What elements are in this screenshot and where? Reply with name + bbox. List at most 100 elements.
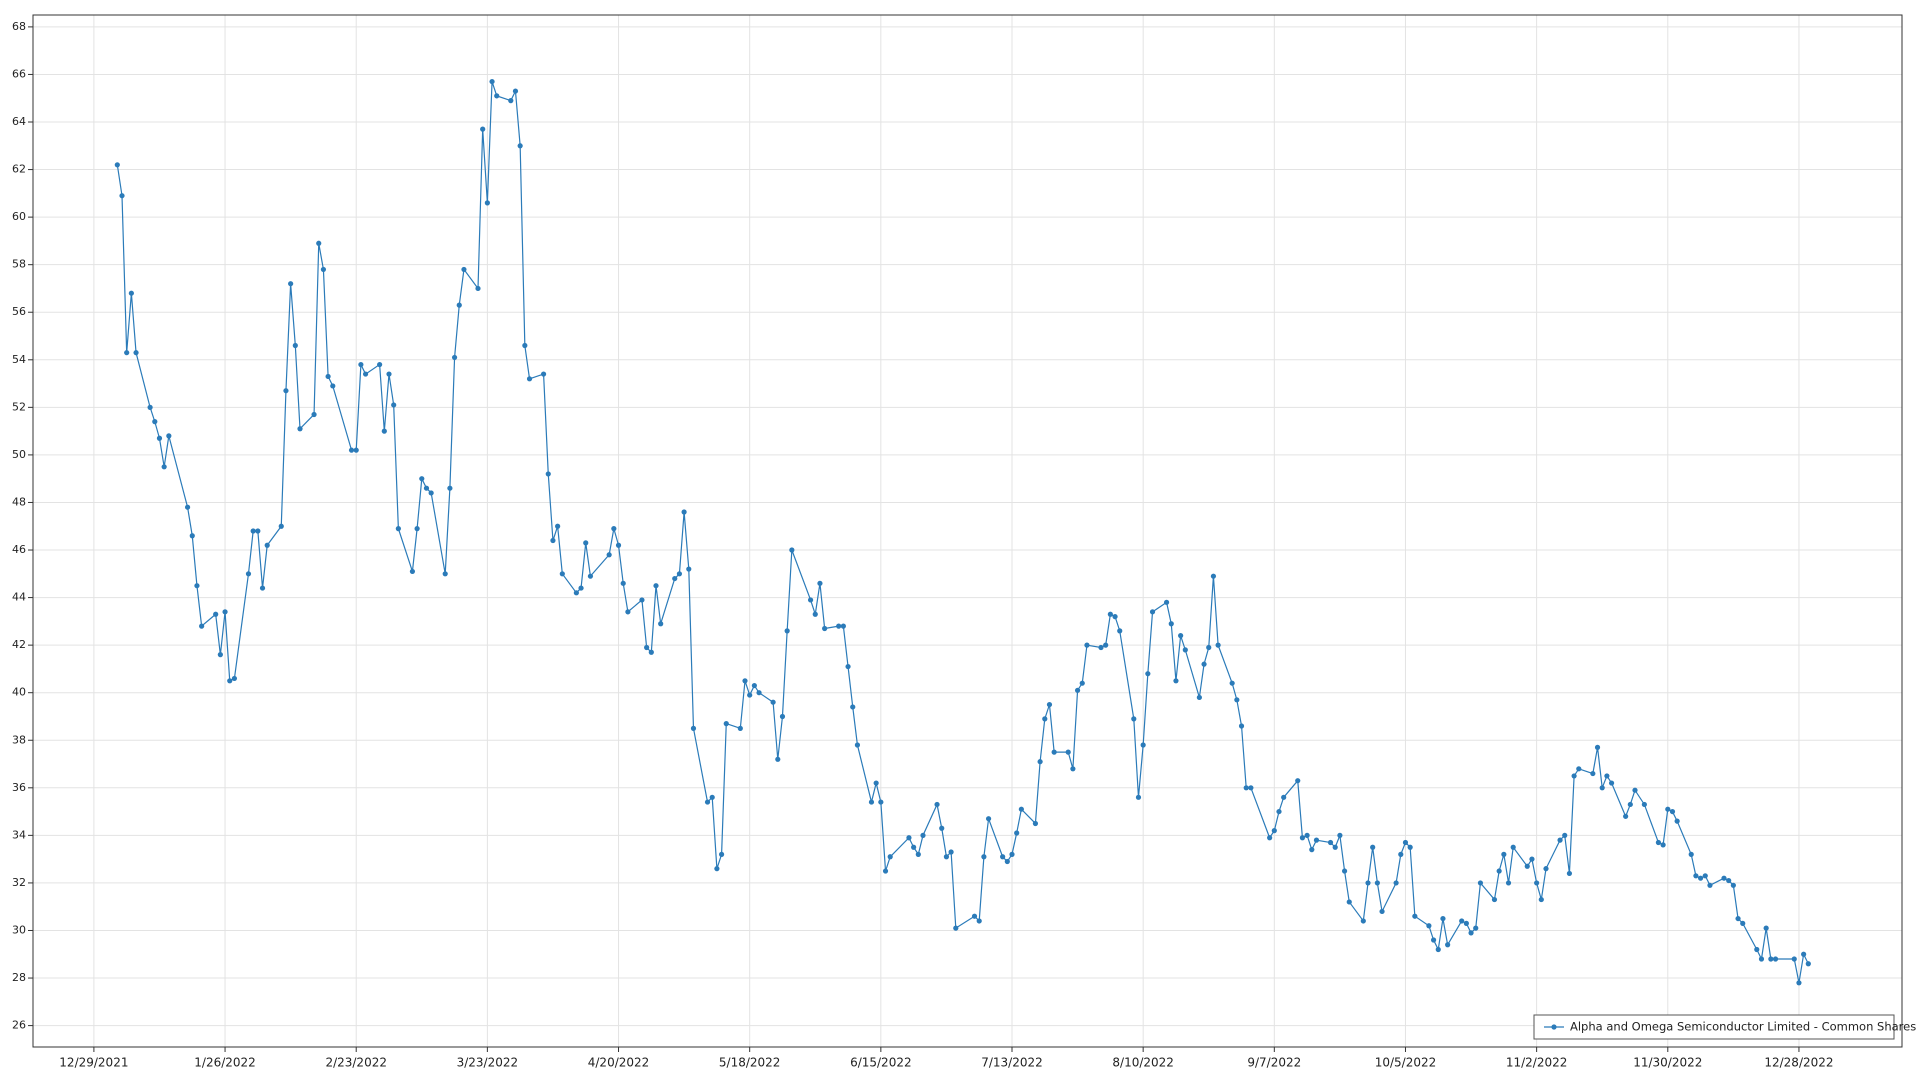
data-point: [311, 411, 317, 418]
data-point: [751, 682, 757, 689]
data-point: [1576, 766, 1582, 772]
data-point: [1370, 844, 1376, 850]
x-tick-label: 11/30/2022: [1633, 1056, 1702, 1070]
data-point: [1149, 609, 1156, 615]
x-tick-label: 7/13/2022: [981, 1056, 1043, 1070]
y-tick-label: 50: [12, 448, 26, 461]
data-point: [1623, 813, 1629, 819]
data-point: [1018, 806, 1024, 812]
y-tick-label: 48: [12, 495, 26, 508]
data-point: [1332, 844, 1338, 850]
data-point: [878, 799, 884, 805]
data-point: [1009, 851, 1015, 857]
data-point: [934, 801, 940, 808]
x-tick-label: 2/23/2022: [325, 1056, 387, 1070]
data-point: [1051, 749, 1057, 755]
data-point: [672, 575, 678, 582]
data-point: [1604, 773, 1610, 779]
data-point: [1768, 956, 1774, 962]
data-point: [845, 663, 851, 670]
data-point: [1070, 766, 1076, 772]
y-tick-label: 60: [12, 210, 26, 223]
data-point: [714, 866, 720, 872]
data-point: [1276, 808, 1282, 815]
data-point: [1243, 785, 1249, 791]
data-point: [1103, 642, 1109, 648]
data-point: [709, 794, 715, 800]
data-point: [1337, 832, 1343, 838]
data-point: [690, 725, 697, 731]
data-point: [283, 388, 289, 394]
data-point: [512, 88, 519, 94]
y-tick-label: 68: [12, 20, 26, 33]
data-point: [1037, 759, 1043, 765]
data-point: [377, 361, 383, 368]
data-point: [1571, 773, 1577, 779]
data-point: [320, 266, 327, 273]
data-point: [1112, 614, 1118, 620]
data-point: [1594, 744, 1601, 750]
data-point: [1140, 742, 1146, 748]
data-point: [911, 844, 917, 850]
data-point: [1735, 915, 1741, 922]
data-point: [119, 193, 125, 199]
data-point: [1791, 956, 1797, 962]
plot-frame: [32, 14, 1903, 1048]
data-point: [1473, 925, 1479, 931]
data-point: [1084, 642, 1090, 648]
data-point: [971, 913, 978, 919]
data-point: [1412, 913, 1418, 919]
data-point: [1304, 832, 1310, 838]
data-point: [583, 540, 589, 546]
data-point: [508, 98, 514, 104]
data-point: [1074, 687, 1081, 693]
data-point: [1801, 951, 1807, 957]
data-point: [156, 435, 163, 441]
data-point: [297, 426, 303, 432]
data-point: [943, 854, 950, 860]
data-point: [1641, 801, 1647, 808]
data-point: [981, 854, 987, 860]
data-point: [1608, 780, 1615, 786]
data-point: [1299, 835, 1306, 841]
data-point: [288, 281, 294, 287]
data-point: [948, 849, 954, 855]
data-point: [1163, 599, 1170, 605]
data-point: [1407, 844, 1413, 850]
data-point: [522, 342, 528, 349]
data-point: [1046, 701, 1053, 708]
data-point: [1271, 828, 1277, 834]
y-tick-label: 54: [12, 353, 26, 366]
x-tick-label: 11/2/2022: [1506, 1056, 1568, 1070]
data-point: [1379, 908, 1385, 915]
data-point: [822, 625, 828, 632]
data-point: [395, 526, 401, 532]
data-point: [330, 383, 336, 389]
data-point: [639, 597, 645, 603]
data-point: [1281, 794, 1287, 800]
data-point: [213, 611, 219, 617]
data-point: [1313, 837, 1320, 843]
data-point: [255, 528, 261, 534]
data-point: [686, 566, 692, 572]
data-point: [1435, 946, 1441, 953]
legend: Alpha and Omega Semiconductor Limited - …: [1533, 1014, 1916, 1040]
data-point: [676, 571, 683, 577]
data-point: [1491, 896, 1498, 903]
data-point: [742, 678, 748, 684]
data-point: [789, 547, 795, 553]
data-point: [1599, 785, 1605, 791]
data-point: [648, 649, 654, 655]
data-point: [428, 490, 434, 496]
data-point: [1341, 868, 1348, 874]
x-tick-label: 9/7/2022: [1247, 1056, 1301, 1070]
data-point: [1295, 778, 1301, 784]
data-point: [1182, 647, 1188, 653]
data-point: [1440, 915, 1446, 922]
data-point: [1327, 839, 1334, 846]
data-point: [292, 342, 298, 349]
data-point: [1234, 697, 1240, 703]
data-point: [1402, 839, 1409, 846]
data-point: [756, 690, 762, 696]
data-point: [550, 537, 556, 544]
